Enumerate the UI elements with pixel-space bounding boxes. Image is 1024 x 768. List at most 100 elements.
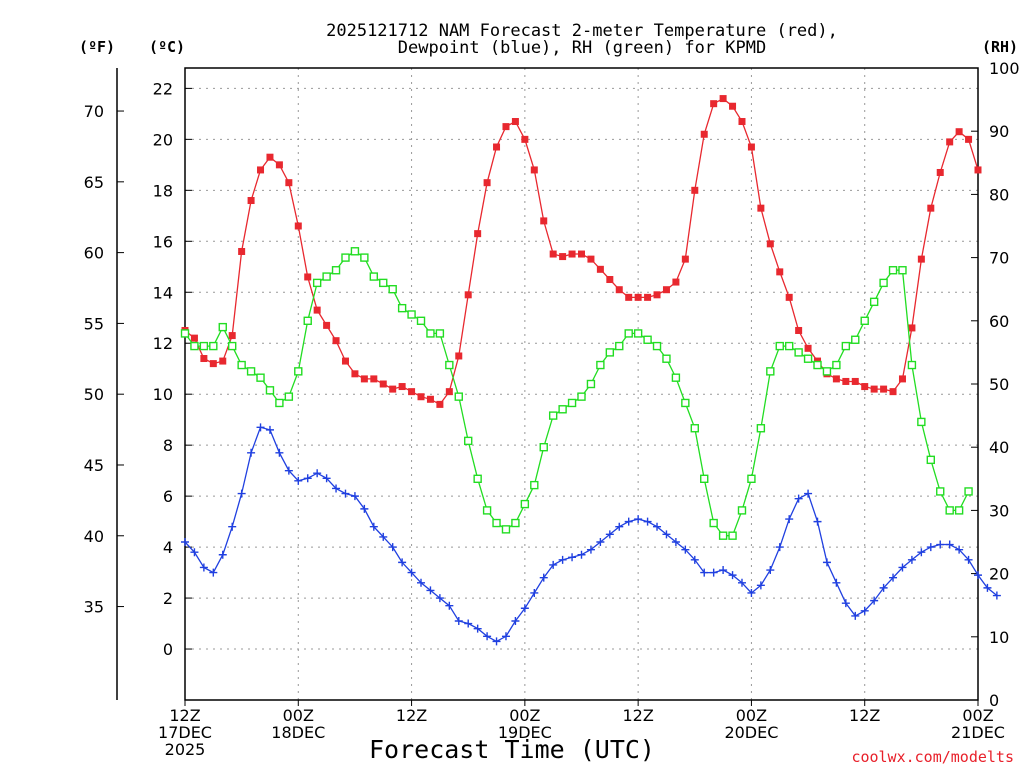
celsius-tick-label: 6 (163, 487, 173, 506)
dewpoint-point (841, 599, 850, 608)
celsius-tick-label: 0 (163, 640, 173, 659)
temperature-point (681, 255, 689, 263)
rh-point (511, 518, 520, 528)
rh-point (322, 272, 331, 281)
rh-tick-label: 100 (989, 59, 1020, 78)
temperature-point (795, 326, 803, 334)
rh-point (888, 266, 898, 275)
dewpoint-point (690, 555, 699, 564)
dewpoint-point (615, 522, 624, 531)
tick-labels: 0 2 4 6 8 10 12 14 16 18 20 22 35 40 45 50 55 60 65 70 0 10 20… (84, 59, 1020, 759)
temperature-point (266, 153, 274, 161)
dewpoint-point (284, 466, 293, 475)
dewpoint-point (549, 560, 558, 569)
rh-point (832, 360, 841, 370)
temperature-point (426, 395, 434, 403)
rh-point (964, 487, 973, 496)
dewpoint-point (228, 522, 237, 531)
dewpoint-point (586, 545, 595, 554)
rh-point (548, 411, 558, 420)
dewpoint-point (822, 558, 831, 567)
temperature-point (908, 324, 916, 332)
dewpoint-point (360, 504, 369, 513)
temperature-point (521, 135, 529, 143)
rh-point (747, 474, 756, 483)
temperature-point (304, 273, 312, 281)
temperature-point (946, 138, 954, 146)
time-tick-label: 17DEC (158, 723, 212, 742)
temperature-point (596, 265, 604, 273)
dewpoint-point (671, 538, 680, 546)
fahrenheit-tick-label: 50 (84, 385, 104, 404)
temperature-point (578, 250, 585, 258)
rh-point (822, 367, 832, 376)
dewpoint-point (445, 601, 454, 610)
rh-point (520, 499, 530, 509)
dewpoint-point (889, 573, 898, 582)
dewpoint-point (681, 545, 690, 554)
rh-point (709, 518, 718, 528)
rh-point (926, 455, 935, 465)
rh-point (633, 329, 643, 338)
rh-point (662, 354, 671, 363)
dewpoint-point (294, 476, 303, 485)
rh-point (265, 386, 275, 395)
temperature-point (672, 278, 680, 286)
temperature-point (832, 375, 840, 383)
rh-point (482, 506, 492, 515)
dewpoint-point (265, 425, 274, 434)
temperature-point (436, 400, 444, 408)
celsius-tick-label: 22 (153, 79, 173, 98)
rh-tick-label: 20 (989, 565, 1009, 584)
celsius-tick-label: 10 (153, 385, 173, 404)
rh-point (643, 335, 652, 344)
fahrenheit-tick-label: 45 (84, 456, 104, 475)
dewpoint-point (464, 619, 473, 628)
dewpoint-point (568, 553, 577, 562)
celsius-tick-label: 2 (163, 589, 173, 608)
temperature-point (861, 383, 869, 391)
dewpoint-point (992, 591, 1001, 600)
dewpoint-point (756, 581, 765, 590)
celsius-tick-label: 12 (153, 334, 173, 353)
temperature-point (351, 370, 359, 378)
rh-point (907, 360, 917, 370)
dewpoint-point (728, 571, 737, 580)
rh-tick-label: 0 (989, 691, 999, 710)
temperature-point (540, 217, 548, 225)
rh-point (766, 367, 775, 376)
dewpoint-point (237, 489, 246, 498)
temperature-point (766, 240, 774, 248)
temperature-point (625, 293, 633, 301)
dewpoint-point (435, 594, 444, 603)
rh-point (426, 329, 435, 338)
rh-point (397, 303, 407, 313)
time-tick-label: 19DEC (498, 723, 552, 742)
dewpoint-point (407, 568, 416, 577)
rh-tick-label: 30 (989, 501, 1009, 520)
rh-point (341, 253, 350, 262)
temperature-point (530, 166, 538, 174)
dewpoint-point (256, 423, 265, 432)
rh-point (464, 436, 473, 446)
dewpoint-point (851, 611, 860, 620)
rh-point (624, 329, 633, 338)
rh-point (379, 278, 388, 288)
rh-point (284, 392, 294, 401)
rh-point (945, 506, 954, 515)
fahrenheit-tick-label: 35 (84, 598, 104, 617)
celsius-tick-label: 8 (163, 436, 173, 455)
rh-point (256, 373, 265, 382)
dewpoint-point (955, 545, 964, 554)
rh-point (218, 322, 227, 332)
temperature-point (842, 377, 850, 385)
dewpoint-point (700, 568, 709, 577)
temperature-point (455, 352, 463, 360)
dewpoint-point (662, 530, 671, 539)
rh-point (936, 487, 945, 496)
temperature-point (662, 286, 670, 294)
rh-point (652, 341, 662, 351)
rh-point (435, 329, 445, 338)
temperature-point (474, 230, 482, 238)
temperature-point (379, 380, 387, 388)
